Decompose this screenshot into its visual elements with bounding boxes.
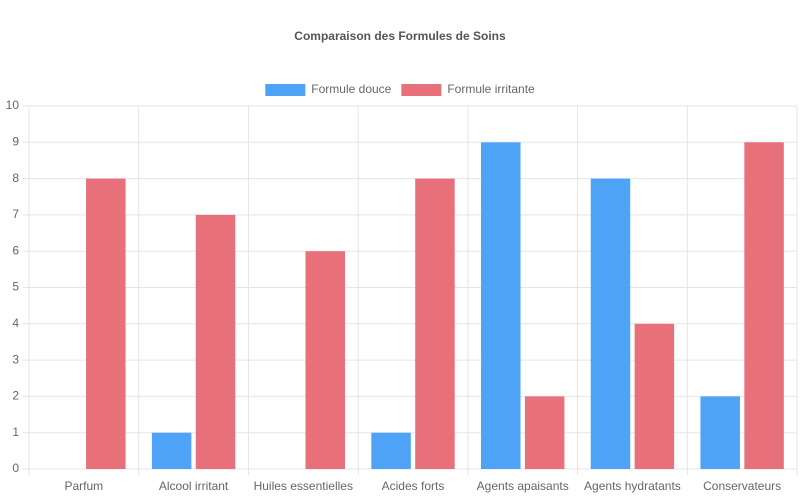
legend-swatch <box>401 84 442 96</box>
y-tick-label: 8 <box>12 171 19 185</box>
y-tick-label: 4 <box>12 316 19 330</box>
x-tick-label: Conservateurs <box>703 479 781 493</box>
y-tick-label: 5 <box>12 280 19 294</box>
bar <box>744 142 784 470</box>
x-tick-label: Alcool irritant <box>159 479 229 493</box>
bar <box>415 178 455 469</box>
bar <box>700 396 740 469</box>
y-tick-label: 10 <box>6 98 20 112</box>
y-tick-label: 6 <box>12 243 19 257</box>
y-tick-label: 3 <box>12 352 19 366</box>
bar <box>305 251 345 469</box>
bar <box>524 396 565 469</box>
bar <box>371 432 411 469</box>
bar <box>151 432 192 469</box>
legend-label: Formule douce <box>311 82 391 96</box>
bar <box>86 178 126 469</box>
x-tick-label: Huiles essentielles <box>254 479 353 493</box>
chart-title: Comparaison des Formules de Soins <box>294 29 506 43</box>
x-tick-label: Agents apaisants <box>477 479 569 493</box>
legend-swatch <box>265 84 306 96</box>
bar <box>590 178 631 469</box>
y-tick-label: 1 <box>12 425 19 439</box>
x-tick-label: Parfum <box>65 479 104 493</box>
bar <box>634 323 675 469</box>
bar <box>481 142 521 470</box>
bar <box>195 214 236 469</box>
y-tick-label: 0 <box>12 461 19 475</box>
x-tick-label: Acides forts <box>382 479 445 493</box>
y-tick-label: 9 <box>12 134 19 148</box>
legend-label: Formule irritante <box>447 82 535 96</box>
y-tick-label: 2 <box>12 389 19 403</box>
y-tick-label: 7 <box>12 207 19 221</box>
x-tick-label: Agents hydratants <box>584 479 681 493</box>
